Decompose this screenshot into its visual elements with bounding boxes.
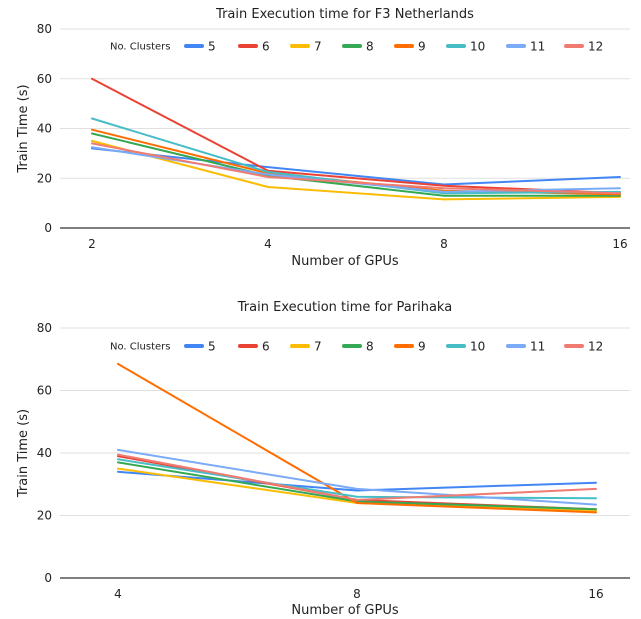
legend-label-10: 10 xyxy=(470,340,485,354)
x-tick-label: 2 xyxy=(88,237,96,251)
legend-label-12: 12 xyxy=(588,40,603,54)
y-tick-label: 40 xyxy=(37,446,52,460)
legend-label-9: 9 xyxy=(418,340,426,354)
series-line-9 xyxy=(117,362,597,514)
y-axis-title: Train Time (s) xyxy=(16,409,31,498)
legend-label-7: 7 xyxy=(314,40,322,54)
legend-label-11: 11 xyxy=(530,40,545,54)
series-line-7 xyxy=(91,139,621,201)
series-line-12 xyxy=(91,142,621,195)
y-tick-label: 60 xyxy=(37,384,52,398)
legend-label-7: 7 xyxy=(314,340,322,354)
x-tick-label: 16 xyxy=(612,237,627,251)
y-tick-label: 20 xyxy=(37,171,52,185)
legend-label-6: 6 xyxy=(262,40,270,54)
chart-parihaka-svg: Train Execution time for Parihaka 0 20 40 60… xyxy=(16,300,630,618)
y-tick-label: 40 xyxy=(37,122,52,136)
legend-label-11: 11 xyxy=(530,340,545,354)
chart-title: Train Execution time for F3 Netherlands xyxy=(215,7,474,22)
y-tick-label: 0 xyxy=(44,221,52,235)
chart-parihaka: Train Execution time for Parihaka 0 20 40 60… xyxy=(0,300,641,619)
legend-label-5: 5 xyxy=(208,340,216,354)
y-tick-label: 80 xyxy=(37,22,52,36)
legend-title: No. Clusters xyxy=(110,342,170,353)
legend-label-12: 12 xyxy=(588,340,603,354)
y-tick-label: 80 xyxy=(37,321,52,335)
series-line-10 xyxy=(117,458,597,500)
legend-label-5: 5 xyxy=(208,40,216,54)
legend: No. Clusters 5 6 7 8 9 10 11 12 xyxy=(110,40,603,54)
x-tick-label: 8 xyxy=(440,237,448,251)
y-axis-title: Train Time (s) xyxy=(16,84,31,173)
legend-label-6: 6 xyxy=(262,340,270,354)
y-tick-label: 20 xyxy=(37,509,52,523)
series-line-5 xyxy=(91,147,621,186)
series-line-5 xyxy=(117,470,597,492)
series-line-12 xyxy=(117,453,597,501)
x-axis-title: Number of GPUs xyxy=(291,603,398,618)
series-line-11 xyxy=(117,448,597,506)
chart-f3-netherlands: Train Execution time for F3 Netherlands 0… xyxy=(0,0,641,300)
legend-label-10: 10 xyxy=(470,40,485,54)
legend-label-8: 8 xyxy=(366,340,374,354)
x-tick-label: 4 xyxy=(264,237,272,251)
chart-title: Train Execution time for Parihaka xyxy=(237,300,452,315)
y-tick-label: 60 xyxy=(37,72,52,86)
x-tick-label: 16 xyxy=(588,587,603,601)
chart-f3-netherlands-svg: Train Execution time for F3 Netherlands 0… xyxy=(16,7,630,269)
legend: No. Clusters 5 6 7 8 9 10 11 12 xyxy=(110,340,603,354)
x-tick-label: 8 xyxy=(353,587,361,601)
series-line-8 xyxy=(117,461,597,511)
legend-label-9: 9 xyxy=(418,40,426,54)
series-line-8 xyxy=(91,132,621,197)
x-tick-label: 4 xyxy=(114,587,122,601)
y-tick-label: 0 xyxy=(44,571,52,585)
x-axis-title: Number of GPUs xyxy=(291,254,398,269)
legend-label-8: 8 xyxy=(366,40,374,54)
legend-title: No. Clusters xyxy=(110,42,170,53)
